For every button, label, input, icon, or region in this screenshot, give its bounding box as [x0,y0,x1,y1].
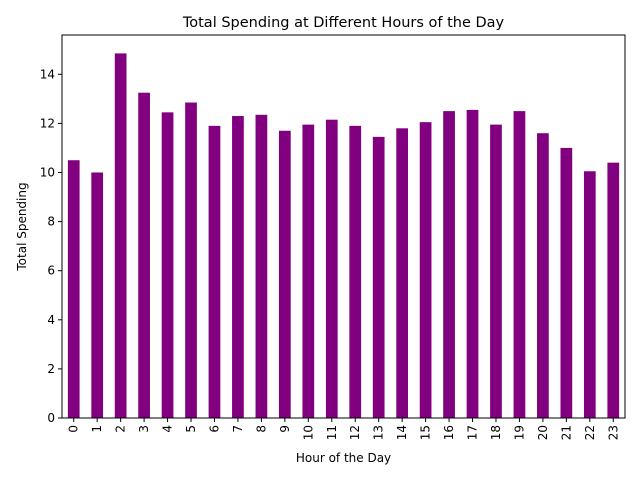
x-tick-label: 12 [348,425,362,440]
bar [208,125,221,418]
plot-frame [61,34,626,419]
x-axis-ticks: 0 1 2 3 4 5 6 7 8 9 10 11 12 13 14 15 16 17 18 19 20 21 22 23 [67,418,620,440]
x-tick-label: 14 [395,425,409,440]
x-tick-label: 4 [161,425,175,433]
y-tick-label: 6 [47,264,55,278]
bar [325,119,338,419]
bar [67,160,80,418]
bar [114,53,127,419]
x-tick-label: 6 [207,425,221,433]
bar [91,172,104,418]
x-tick-label: 8 [254,425,268,433]
x-tick-label: 16 [442,425,456,440]
x-tick-label: 13 [372,425,386,440]
bar [161,112,174,418]
bar [466,109,479,418]
bar [138,92,150,419]
bar [185,102,197,419]
bar [513,111,526,418]
x-tick-label: 9 [278,425,292,433]
bar [302,124,315,418]
y-axis-label: Total Spending [15,182,29,271]
bar [278,130,291,418]
bar [232,116,244,419]
x-tick-label: 23 [606,425,620,440]
chart-title: Total Spending at Different Hours of the… [182,15,505,31]
bar [560,147,573,418]
x-tick-label: 21 [559,425,573,440]
x-tick-label: 2 [114,425,128,433]
y-tick-label: 12 [40,116,55,130]
bar [537,133,549,418]
x-tick-label: 3 [137,425,151,433]
bar [607,162,620,418]
y-tick-label: 2 [47,362,55,376]
x-tick-label: 5 [184,425,198,433]
x-tick-label: 0 [67,425,81,433]
y-axis-ticks: 0 2 4 6 8 10 12 14 [40,67,62,425]
x-tick-label: 7 [231,425,245,433]
x-tick-label: 10 [301,425,315,440]
bar [443,111,455,418]
bars-group [67,53,620,419]
x-tick-label: 11 [325,425,339,440]
x-tick-label: 19 [512,425,526,440]
x-tick-label: 20 [536,425,550,440]
x-tick-label: 18 [489,425,503,440]
y-tick-label: 10 [40,165,55,179]
x-tick-label: 17 [466,425,480,440]
bar [349,125,362,418]
y-tick-label: 14 [40,67,55,81]
bar [583,171,596,418]
bar [372,136,385,418]
x-tick-label: 15 [419,425,433,440]
x-axis-label: Hour of the Day [296,451,391,465]
x-tick-label: 1 [90,425,104,433]
y-tick-label: 8 [47,215,55,229]
bar [255,114,268,419]
y-tick-label: 4 [47,313,55,327]
bar [419,122,432,419]
y-tick-label: 0 [47,411,55,425]
x-tick-label: 22 [583,425,597,440]
bar [396,128,409,419]
bar [490,124,502,418]
